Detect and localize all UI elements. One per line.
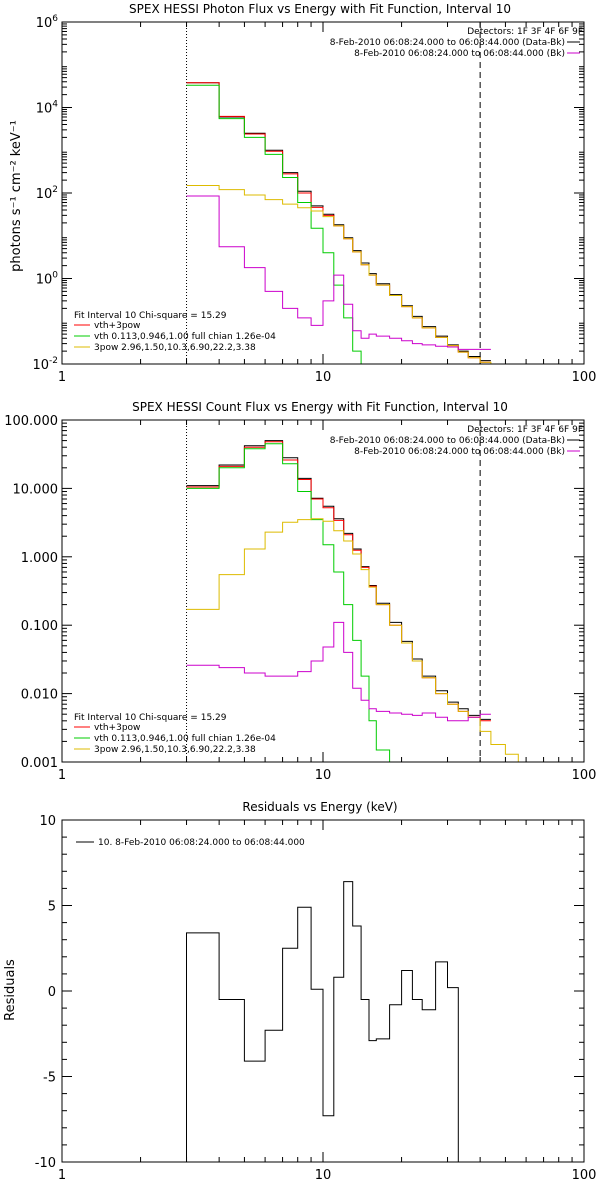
data-bk-interval-label: 8-Feb-2010 06:08:24.000 to 06:08:44.000 … bbox=[330, 38, 565, 48]
plot-frame bbox=[61, 21, 585, 365]
x-tick-label: 1 bbox=[58, 370, 66, 385]
y-tick-label: 1.000 bbox=[21, 551, 58, 566]
vth-legend-label: vth 0.113,0.946,1.00 full chian 1.26e-04 bbox=[94, 332, 276, 342]
y-tick-label: 102 bbox=[36, 185, 58, 202]
y-tick-label: 100 bbox=[36, 271, 59, 288]
count-flux-header: Detectors: 1F 3F 4F 6F 9F 8-Feb-2010 06:… bbox=[330, 425, 583, 457]
fit-interval-label: Fit Interval 10 Chi-square = 15.29 bbox=[74, 713, 227, 723]
x-tick-label: 10 bbox=[315, 1168, 332, 1183]
photon-flux-ylabel: photons s⁻¹ cm⁻² keV⁻¹ bbox=[9, 120, 24, 272]
y-tick-label: 0.001 bbox=[21, 756, 58, 771]
count-flux-panel: SPEX HESSI Count Flux vs Energy with Fit… bbox=[4, 400, 596, 783]
detectors-label: Detectors: 1F 3F 4F 6F 9F bbox=[467, 425, 583, 435]
series-10-8-feb-2010-06-08-24-000-to-06-08-44-000 bbox=[186, 881, 459, 1162]
detectors-label: Detectors: 1F 3F 4F 6F 9F bbox=[467, 27, 583, 37]
y-tick-label: 106 bbox=[36, 14, 59, 31]
fit-interval-label: Fit Interval 10 Chi-square = 15.29 bbox=[74, 311, 227, 321]
count-flux-plot: 1 10 100 0.001 0.010 0.100 1.000 10.000 100.000 bbox=[4, 414, 596, 783]
y-tick-label: 0.010 bbox=[21, 688, 58, 703]
x-tick-label: 10 bbox=[315, 370, 332, 385]
y-tick-label: -5 bbox=[43, 1071, 56, 1086]
y-tick-label: 0.100 bbox=[21, 619, 58, 634]
y-tick-label: -10 bbox=[35, 1156, 56, 1171]
y-tick-label: 5 bbox=[48, 900, 56, 915]
residuals-legend: 10. 8-Feb-2010 06:08:24.000 to 06:08:44.… bbox=[76, 838, 305, 848]
photon-flux-fit-legend: Fit Interval 10 Chi-square = 15.29 vth+3… bbox=[74, 311, 276, 353]
count-flux-fit-legend: Fit Interval 10 Chi-square = 15.29 vth+3… bbox=[74, 713, 276, 755]
x-tick-label: 1 bbox=[58, 1168, 66, 1183]
bk-interval-label: 8-Feb-2010 06:08:24.000 to 06:08:44.000 … bbox=[354, 447, 565, 457]
3pow-legend-label: 3pow 2.96,1.50,10.3,6.90,22.2,3.38 bbox=[94, 745, 256, 755]
x-tick-label: 100 bbox=[572, 768, 597, 783]
series-bk bbox=[186, 621, 491, 722]
x-tick-label: 1 bbox=[58, 768, 66, 783]
y-tick-label: 104 bbox=[36, 100, 59, 117]
residuals-panel: Residuals vs Energy (keV) Residuals 1 10 1… bbox=[3, 800, 596, 1183]
y-tick-label: 0 bbox=[48, 985, 56, 1000]
x-tick-label: 100 bbox=[572, 370, 597, 385]
vth-3pow-legend-label: vth+3pow bbox=[94, 723, 140, 733]
data-bk-interval-label: 8-Feb-2010 06:08:24.000 to 06:08:44.000 … bbox=[330, 436, 565, 446]
photon-flux-title: SPEX HESSI Photon Flux vs Energy with Fi… bbox=[129, 2, 511, 16]
photon-flux-panel: SPEX HESSI Photon Flux vs Energy with Fi… bbox=[9, 2, 596, 385]
residuals-legend-label: 10. 8-Feb-2010 06:08:24.000 to 06:08:44.… bbox=[98, 838, 305, 848]
series-bk bbox=[186, 195, 491, 350]
residuals-ylabel: Residuals bbox=[3, 959, 18, 1021]
vth-3pow-legend-label: vth+3pow bbox=[94, 321, 140, 331]
photon-flux-header: Detectors: 1F 3F 4F 6F 9F 8-Feb-2010 06:… bbox=[330, 27, 583, 59]
vth-legend-label: vth 0.113,0.946,1.00 full chian 1.26e-04 bbox=[94, 734, 276, 744]
3pow-legend-label: 3pow 2.96,1.50,10.3,6.90,22.2,3.38 bbox=[94, 343, 256, 353]
y-tick-label: 10.000 bbox=[13, 482, 59, 497]
photon-flux-plot: 1 10 100 10-2 100 102 104 106 bbox=[32, 14, 596, 385]
x-tick-label: 10 bbox=[315, 768, 332, 783]
series-vth bbox=[186, 443, 402, 762]
x-tick-label: 100 bbox=[572, 1168, 597, 1183]
bk-interval-label: 8-Feb-2010 06:08:24.000 to 06:08:44.000 … bbox=[354, 49, 565, 59]
residuals-title: Residuals vs Energy (keV) bbox=[242, 800, 397, 814]
residuals-plot: 1 10 100 -10 -5 0 5 10 bbox=[35, 814, 597, 1183]
plot-frame bbox=[61, 419, 585, 763]
y-tick-label: 100.000 bbox=[4, 414, 58, 429]
y-tick-label: 10-2 bbox=[32, 356, 58, 373]
plot-frame bbox=[61, 819, 585, 1163]
count-flux-title: SPEX HESSI Count Flux vs Energy with Fit… bbox=[132, 400, 508, 414]
y-tick-label: 10 bbox=[39, 814, 56, 829]
